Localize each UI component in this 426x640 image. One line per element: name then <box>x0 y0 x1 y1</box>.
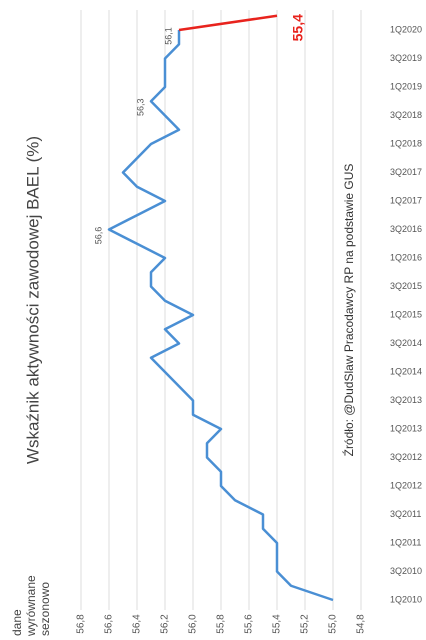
y-tick-label: 56,0 <box>188 614 199 634</box>
x-tick-label: 3Q2010 <box>390 566 422 576</box>
x-tick-label: 1Q2020 <box>390 24 422 34</box>
y-tick-label: 55,6 <box>244 614 255 634</box>
y-tick-label: 55,4 <box>272 614 283 634</box>
x-tick-label: 1Q2013 <box>390 423 422 433</box>
x-tick-label: 1Q2017 <box>390 195 422 205</box>
y-tick-label: 54,8 <box>356 614 367 634</box>
y-tick-label: 55,2 <box>300 614 311 634</box>
x-tick-label: 3Q2019 <box>390 53 422 63</box>
x-tick-label: 1Q2016 <box>390 252 422 262</box>
x-tick-label: 3Q2016 <box>390 224 422 234</box>
data-label: 55,4 <box>290 14 306 41</box>
x-tick-label: 1Q2018 <box>390 138 422 148</box>
line <box>107 30 334 602</box>
y-tick-label: 56,2 <box>160 614 171 634</box>
line <box>178 14 278 32</box>
y-tick-label: 55,8 <box>216 614 227 634</box>
x-tick-label: 3Q2014 <box>390 338 422 348</box>
y-tick-label: 55,0 <box>328 614 339 634</box>
x-tick-label: 3Q2012 <box>390 452 422 462</box>
x-tick-label: 3Q2017 <box>390 167 422 177</box>
x-tick-label: 1Q2010 <box>390 594 422 604</box>
x-tick-label: 1Q2014 <box>390 366 422 376</box>
x-tick-label: 3Q2018 <box>390 110 422 120</box>
chart-title: Wskaźnik aktywności zawodowej BAEL (%) <box>23 136 42 464</box>
y-tick-label: 56,4 <box>132 614 143 634</box>
note: dane wyrównane sezonowo <box>10 575 52 636</box>
y-tick-label: 56,8 <box>76 614 87 634</box>
data-label: 56,6 <box>93 227 103 245</box>
x-tick-label: 1Q2019 <box>390 81 422 91</box>
x-tick-label: 3Q2015 <box>390 281 422 291</box>
source: Źródło: @DudSlaw Pracodawcy RP na podsta… <box>341 164 356 457</box>
data-label: 56,3 <box>135 98 145 116</box>
x-tick-label: 3Q2013 <box>390 395 422 405</box>
x-tick-label: 1Q2011 <box>390 537 421 547</box>
y-tick-label: 56,6 <box>104 614 115 634</box>
x-tick-label: 1Q2012 <box>390 480 422 490</box>
x-tick-label: 1Q2015 <box>390 309 422 319</box>
data-label: 56,1 <box>163 27 173 45</box>
x-tick-label: 3Q2011 <box>390 509 421 519</box>
